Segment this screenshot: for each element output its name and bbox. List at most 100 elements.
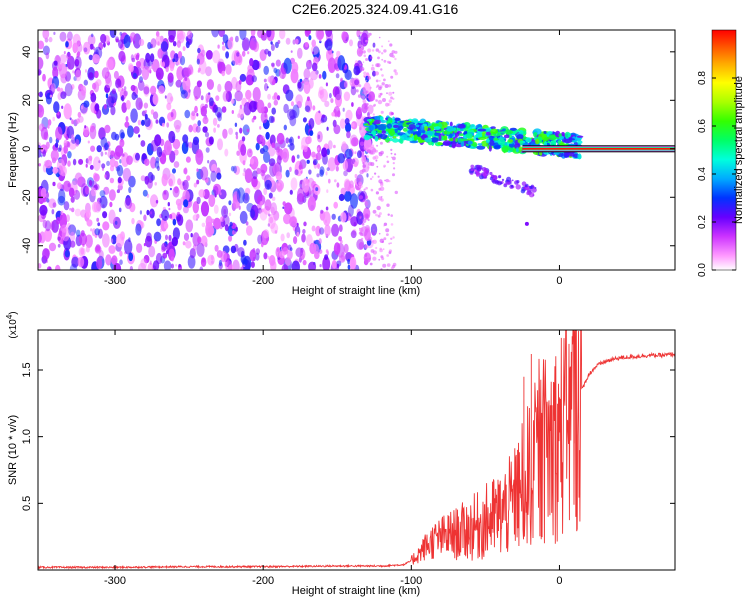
noise-blob xyxy=(313,159,318,165)
noise-blob xyxy=(251,59,260,71)
noise-blob xyxy=(99,195,108,209)
noise-blob xyxy=(281,148,290,163)
noise-blob xyxy=(125,116,129,122)
noise-blob xyxy=(144,158,150,166)
noise-dot xyxy=(389,43,393,47)
noise-blob xyxy=(325,171,328,176)
noise-dot xyxy=(374,155,379,160)
noise-blob xyxy=(235,131,238,136)
noise-dot xyxy=(376,165,379,168)
noise-blob xyxy=(87,34,96,46)
signal-blob xyxy=(416,124,420,128)
noise-blob xyxy=(267,93,271,100)
noise-blob xyxy=(335,93,342,108)
noise-blob xyxy=(308,35,312,41)
signal-blob xyxy=(516,134,524,140)
noise-blob xyxy=(303,221,307,227)
signal-blob xyxy=(442,140,452,146)
noise-blob xyxy=(301,80,304,84)
signal-outlier-dot xyxy=(524,221,529,226)
noise-blob xyxy=(64,83,73,97)
noise-blob xyxy=(354,151,357,155)
noise-blob xyxy=(219,192,222,196)
noise-blob xyxy=(228,235,233,242)
signal-blob xyxy=(379,133,388,140)
noise-blob xyxy=(156,146,163,158)
signal-branch-dot xyxy=(521,181,527,186)
noise-blob xyxy=(54,142,59,148)
signal-blob xyxy=(577,140,583,144)
noise-dot xyxy=(390,223,394,226)
noise-blob xyxy=(120,96,123,101)
noise-blob xyxy=(159,228,163,233)
noise-blob xyxy=(290,216,298,228)
noise-blob xyxy=(47,119,52,126)
y-tick-label: 1.5 xyxy=(21,362,33,377)
noise-blob xyxy=(191,110,196,117)
snr-scale-label: (x104) xyxy=(5,311,19,338)
noise-blob xyxy=(101,67,110,79)
noise-blob xyxy=(333,106,341,117)
noise-blob xyxy=(49,84,55,95)
signal-blob xyxy=(438,134,442,141)
noise-blob xyxy=(177,178,182,186)
signal-blob xyxy=(577,153,582,160)
noise-dot xyxy=(388,99,392,103)
noise-blob xyxy=(249,37,258,51)
noise-dot xyxy=(390,242,392,245)
noise-blob xyxy=(234,122,238,128)
noise-blob xyxy=(238,205,241,210)
noise-blob xyxy=(70,196,75,203)
noise-blob xyxy=(217,113,222,122)
noise-blob xyxy=(325,82,328,87)
noise-blob xyxy=(285,137,290,144)
noise-blob xyxy=(304,42,309,48)
noise-blob xyxy=(334,179,337,183)
noise-blob xyxy=(182,241,186,246)
noise-blob xyxy=(290,177,298,191)
noise-blob xyxy=(146,232,152,242)
signal-branch-dot xyxy=(482,172,487,177)
noise-blob xyxy=(136,243,143,254)
noise-dot xyxy=(387,40,390,43)
noise-blob xyxy=(186,30,193,39)
noise-blob xyxy=(153,231,162,242)
noise-dot xyxy=(371,232,375,236)
noise-blob xyxy=(273,162,281,175)
signal-blob xyxy=(408,124,416,129)
signal-blob xyxy=(402,127,408,132)
noise-blob xyxy=(67,151,72,159)
noise-blob xyxy=(148,245,156,258)
noise-blob xyxy=(132,72,137,78)
noise-blob xyxy=(131,217,135,225)
noise-blob xyxy=(338,236,342,242)
y-tick-label: -20 xyxy=(21,189,33,205)
noise-blob xyxy=(315,152,322,161)
noise-blob xyxy=(147,42,152,50)
noise-blob xyxy=(143,86,150,95)
noise-dot xyxy=(368,151,371,154)
noise-dot xyxy=(370,188,374,192)
noise-dot xyxy=(361,168,366,173)
noise-blob xyxy=(271,62,275,67)
signal-blob xyxy=(374,135,379,142)
signal-blob xyxy=(515,147,519,153)
noise-blob xyxy=(212,117,218,126)
noise-blob xyxy=(182,46,186,52)
colorbar: 0.0 0.2 0.4 0.6 0.8 Normalized spectral ampl… xyxy=(697,29,745,277)
snr-scale-base: (x10 xyxy=(8,319,19,339)
noise-blob xyxy=(40,147,44,152)
noise-blob xyxy=(64,249,70,258)
noise-blob xyxy=(128,186,132,194)
noise-blob xyxy=(269,216,274,224)
signal-blob xyxy=(501,146,509,153)
noise-blob xyxy=(115,233,125,248)
spectrogram-tone-line xyxy=(522,145,675,153)
noise-blob xyxy=(287,108,296,121)
noise-blob xyxy=(52,116,55,122)
noise-dot xyxy=(381,58,384,61)
noise-blob xyxy=(194,105,198,113)
noise-blob xyxy=(57,243,61,248)
noise-blob xyxy=(97,222,101,227)
noise-blob xyxy=(135,97,143,111)
